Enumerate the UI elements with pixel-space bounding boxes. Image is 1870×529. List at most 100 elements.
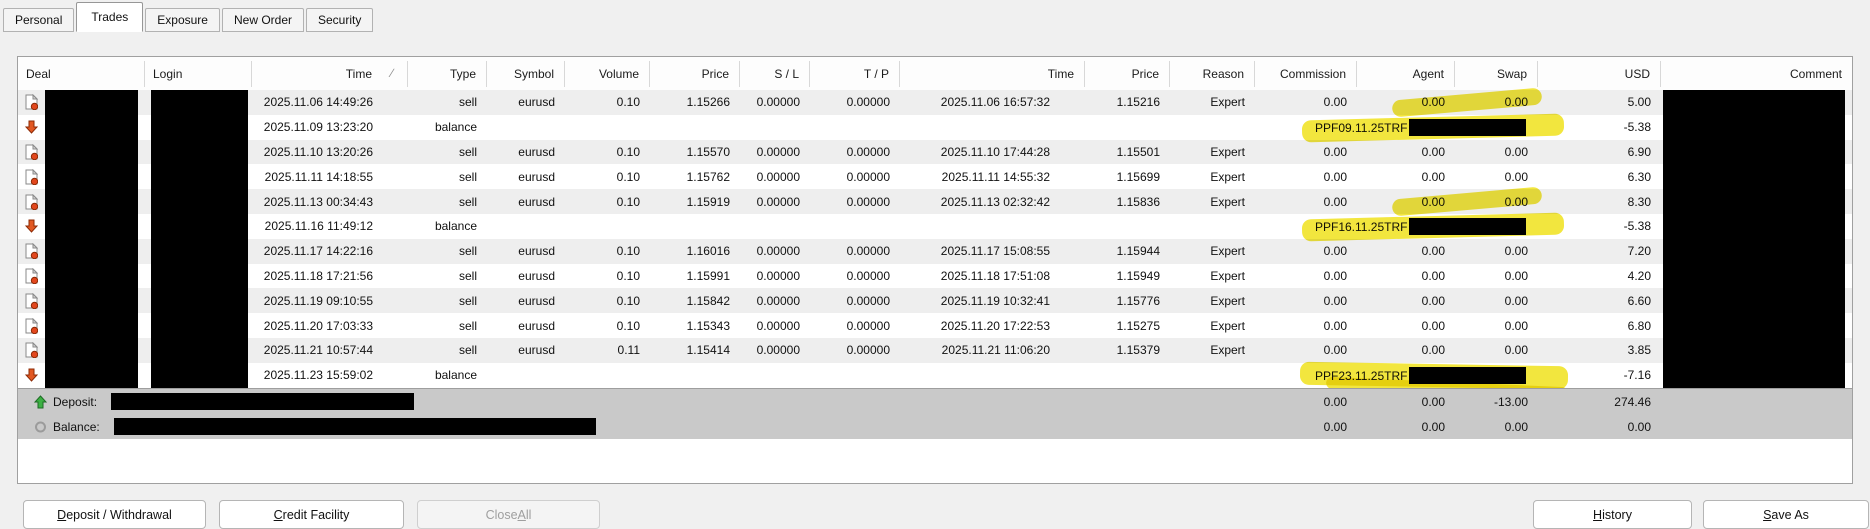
- col-header-time[interactable]: Time ∕: [252, 60, 408, 87]
- col-header-usd[interactable]: USD: [1538, 60, 1661, 87]
- table-row[interactable]: 2025.11.23 15:59:02 balance PPF23.11.25TRF…: [18, 363, 1852, 388]
- cell-open-price: 1.15919: [686, 194, 730, 209]
- cell-open-time: 2025.11.16 11:49:12: [264, 219, 373, 234]
- document-icon: [25, 292, 38, 309]
- col-header-deal[interactable]: Deal: [18, 60, 145, 87]
- cell-close-price: 1.15949: [1116, 268, 1160, 283]
- cell-commission: 0.00: [1323, 194, 1347, 209]
- document-icon: [25, 143, 38, 160]
- cell-type: balance: [434, 120, 477, 135]
- cell-close-time: 2025.11.06 16:57:32: [940, 95, 1050, 110]
- cell-open-time: 2025.11.11 14:18:55: [264, 169, 373, 184]
- cell-tp: 0.00000: [846, 194, 890, 209]
- cell-volume: 0.10: [616, 318, 640, 333]
- cell-sl: 0.00000: [756, 95, 800, 110]
- cell-sl: 0.00000: [756, 293, 800, 308]
- table-row[interactable]: 2025.11.16 11:49:12 balance PPF16.11.25TRF…: [18, 214, 1852, 239]
- cell-usd: 5.00: [1627, 95, 1651, 110]
- cell-usd: -7.16: [1623, 368, 1651, 383]
- cell-tp: 0.00000: [846, 343, 890, 358]
- col-header-agent[interactable]: Agent: [1357, 60, 1455, 87]
- col-header-reason[interactable]: Reason: [1170, 60, 1255, 87]
- deposit-usd: 274.46: [1614, 394, 1651, 409]
- col-header-symbol[interactable]: Symbol: [487, 60, 565, 87]
- cell-symbol: eurusd: [518, 95, 555, 110]
- redaction-login-column: [151, 90, 248, 388]
- col-header-tp[interactable]: T / P: [810, 60, 900, 87]
- col-header-login[interactable]: Login: [145, 60, 252, 87]
- tab-security[interactable]: Security: [306, 8, 374, 32]
- table-row[interactable]: 2025.11.10 13:20:26 sell eurusd 0.10 1.15570…: [18, 139, 1852, 165]
- tab-trades[interactable]: Trades: [76, 2, 144, 32]
- col-header-type[interactable]: Type: [408, 60, 487, 87]
- cell-open-price: 1.15991: [686, 268, 730, 283]
- cell-open-price: 1.16016: [686, 244, 730, 259]
- cell-open-time: 2025.11.17 14:22:16: [263, 244, 373, 259]
- cell-close-price: 1.15379: [1116, 343, 1160, 358]
- cell-swap: 0.00: [1504, 268, 1528, 283]
- cell-close-price: 1.15776: [1116, 293, 1160, 308]
- cell-open-price: 1.15414: [686, 343, 730, 358]
- col-header-swap[interactable]: Swap: [1455, 60, 1538, 87]
- col-header-comment[interactable]: Comment: [1789, 66, 1842, 81]
- table-row[interactable]: 2025.11.09 13:23:20 balance PPF09.11.25TRF…: [18, 115, 1852, 140]
- cell-usd: 6.60: [1627, 293, 1651, 308]
- col-header-sl[interactable]: S / L: [740, 60, 810, 87]
- cell-swap: 0.00: [1504, 95, 1528, 110]
- up-arrow-icon: [34, 394, 47, 408]
- cell-swap: 0.00: [1504, 144, 1528, 159]
- table-row[interactable]: 2025.11.11 14:18:55 sell eurusd 0.10 1.15762…: [18, 164, 1852, 189]
- table-row[interactable]: 2025.11.18 17:21:56 sell eurusd 0.10 1.15991…: [18, 264, 1852, 289]
- cell-deal: [18, 267, 145, 284]
- tab-personal[interactable]: Personal: [3, 8, 75, 32]
- cell-agent: 0.00: [1421, 194, 1445, 209]
- cell-close-price: 1.15944: [1116, 244, 1160, 259]
- cell-agent: 0.00: [1421, 169, 1445, 184]
- cell-type: sell: [458, 169, 477, 184]
- tab-new-order[interactable]: New Order: [221, 8, 304, 32]
- redaction-balance-value: [113, 418, 596, 435]
- cell-agent: 0.00: [1421, 318, 1445, 333]
- cell-open-time: 2025.11.19 09:10:55: [263, 293, 373, 308]
- cell-close-time: 2025.11.18 17:51:08: [940, 268, 1050, 283]
- cell-type: sell: [458, 343, 477, 358]
- col-header-price-open[interactable]: Price: [650, 60, 740, 87]
- cell-swap: 0.00: [1504, 343, 1528, 358]
- cell-deal: [18, 368, 145, 382]
- cell-volume: 0.10: [616, 95, 640, 110]
- table-row[interactable]: 2025.11.17 14:22:16 sell eurusd 0.10 1.16016…: [18, 238, 1852, 264]
- deposit-swap: -13.00: [1493, 394, 1528, 409]
- table-row[interactable]: 2025.11.21 10:57:44 sell eurusd 0.11 1.15414…: [18, 337, 1852, 363]
- col-header-time-label: Time: [345, 66, 372, 81]
- cell-tp: 0.00000: [846, 144, 890, 159]
- balance-row: Balance: 0.00 0.00 0.00 0.00: [18, 414, 1852, 439]
- table-row[interactable]: 2025.11.19 09:10:55 sell eurusd 0.10 1.15842…: [18, 288, 1852, 314]
- col-header-price-close[interactable]: Price: [1085, 60, 1170, 87]
- cell-volume: 0.10: [616, 194, 640, 209]
- col-header-volume[interactable]: Volume: [565, 60, 650, 87]
- balance-label: Balance:: [53, 419, 100, 434]
- tab-exposure[interactable]: Exposure: [145, 8, 220, 32]
- cell-type: sell: [458, 268, 477, 283]
- document-icon: [25, 168, 38, 185]
- col-header-commission[interactable]: Commission: [1255, 60, 1357, 87]
- cell-tp: 0.00000: [846, 268, 890, 283]
- cell-commission: 0.00: [1323, 169, 1347, 184]
- balance-swap: 0.00: [1504, 419, 1528, 434]
- cell-sl: 0.00000: [756, 343, 800, 358]
- col-header-time-close[interactable]: Time: [900, 60, 1085, 87]
- table-row[interactable]: 2025.11.06 14:49:26 sell eurusd 0.10 1.15266…: [18, 90, 1852, 115]
- cell-close-time: 2025.11.11 14:55:32: [941, 169, 1050, 184]
- table-row[interactable]: 2025.11.20 17:03:33 sell eurusd 0.10 1.15343…: [18, 313, 1852, 338]
- cell-close-price: 1.15275: [1116, 318, 1160, 333]
- table-row[interactable]: 2025.11.13 00:34:43 sell eurusd 0.10 1.15919…: [18, 189, 1852, 214]
- balance-commission: 0.00: [1323, 419, 1347, 434]
- cell-symbol: eurusd: [518, 194, 555, 209]
- redaction-comment-column: [1663, 90, 1845, 388]
